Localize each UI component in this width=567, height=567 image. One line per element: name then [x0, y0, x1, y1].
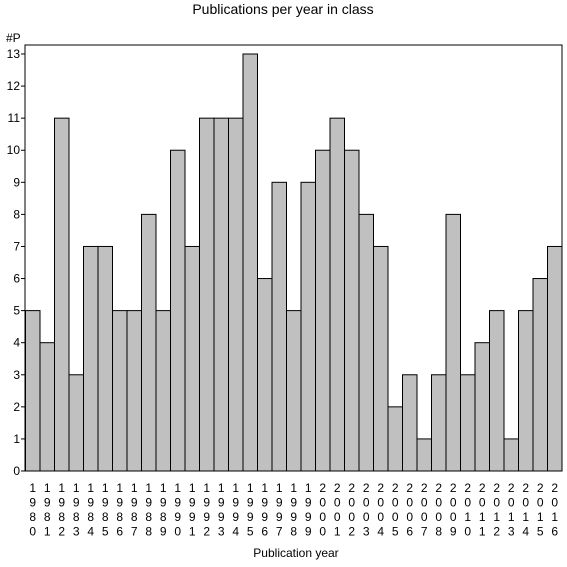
y-tick-label: 1: [13, 432, 20, 446]
bar-2000: [315, 149, 331, 472]
bar-2007: [416, 438, 432, 472]
bar-1998: [286, 310, 302, 472]
bar-2011: [474, 342, 490, 472]
chart-title: Publications per year in class: [192, 1, 373, 17]
bar-1992: [199, 117, 215, 472]
y-tick-label: 12: [7, 79, 21, 93]
y-tick-label: 3: [13, 368, 20, 382]
bar-1983: [68, 374, 84, 472]
y-tick-label: 8: [13, 207, 20, 221]
bar-2005: [387, 406, 403, 472]
bar-2003: [358, 213, 374, 472]
bar-1986: [112, 310, 128, 472]
y-tick-label: 4: [13, 336, 20, 350]
bar-2008: [431, 374, 447, 472]
bar-2012: [489, 310, 505, 472]
y-tick-label: 5: [13, 304, 20, 318]
bar-2015: [532, 278, 548, 472]
bar-1993: [213, 117, 229, 472]
bar-1980: [25, 310, 41, 472]
y-tick-label: 0: [13, 464, 20, 478]
bar-2016: [547, 245, 563, 472]
y-tick-label: 13: [7, 47, 21, 61]
y-tick-label: 9: [13, 175, 20, 189]
bar-1989: [155, 310, 171, 472]
bar-1985: [97, 245, 113, 472]
y-tick-label: 2: [13, 400, 20, 414]
y-tick-label: 7: [13, 239, 20, 253]
y-tick-label: 11: [8, 111, 21, 125]
bar-1991: [184, 245, 200, 472]
bars-group: [25, 53, 563, 472]
bar-1999: [300, 181, 316, 472]
bar-1995: [242, 53, 258, 472]
y-axis-label: #P: [6, 31, 21, 45]
x-axis-label: Publication year: [253, 546, 338, 560]
y-tick-label: 10: [7, 143, 21, 157]
bar-2010: [460, 374, 476, 472]
bar-1982: [54, 117, 70, 472]
bar-1987: [126, 310, 142, 472]
bar-1984: [83, 245, 99, 472]
bar-2006: [402, 374, 418, 472]
bar-2009: [445, 213, 461, 472]
bar-2001: [329, 117, 345, 472]
bar-1996: [257, 278, 273, 472]
bar-1994: [228, 117, 244, 472]
bar-2013: [503, 438, 519, 472]
bar-1981: [39, 342, 55, 472]
bar-1997: [271, 181, 287, 472]
bar-2004: [373, 245, 389, 472]
bar-1990: [170, 149, 186, 472]
bar-2014: [518, 310, 534, 472]
bar-2002: [344, 149, 360, 472]
y-tick-label: 6: [13, 272, 20, 286]
x-axis-ticks: 1 9 8 0 1 9 8 1 1 9 8 2 1 9 8 3 1 9 8 4 1 9 8 5 1 9 8 6 1 9 8 7 1 9 8 8 1 9 8 9…: [29, 481, 558, 539]
bar-1988: [141, 213, 157, 472]
